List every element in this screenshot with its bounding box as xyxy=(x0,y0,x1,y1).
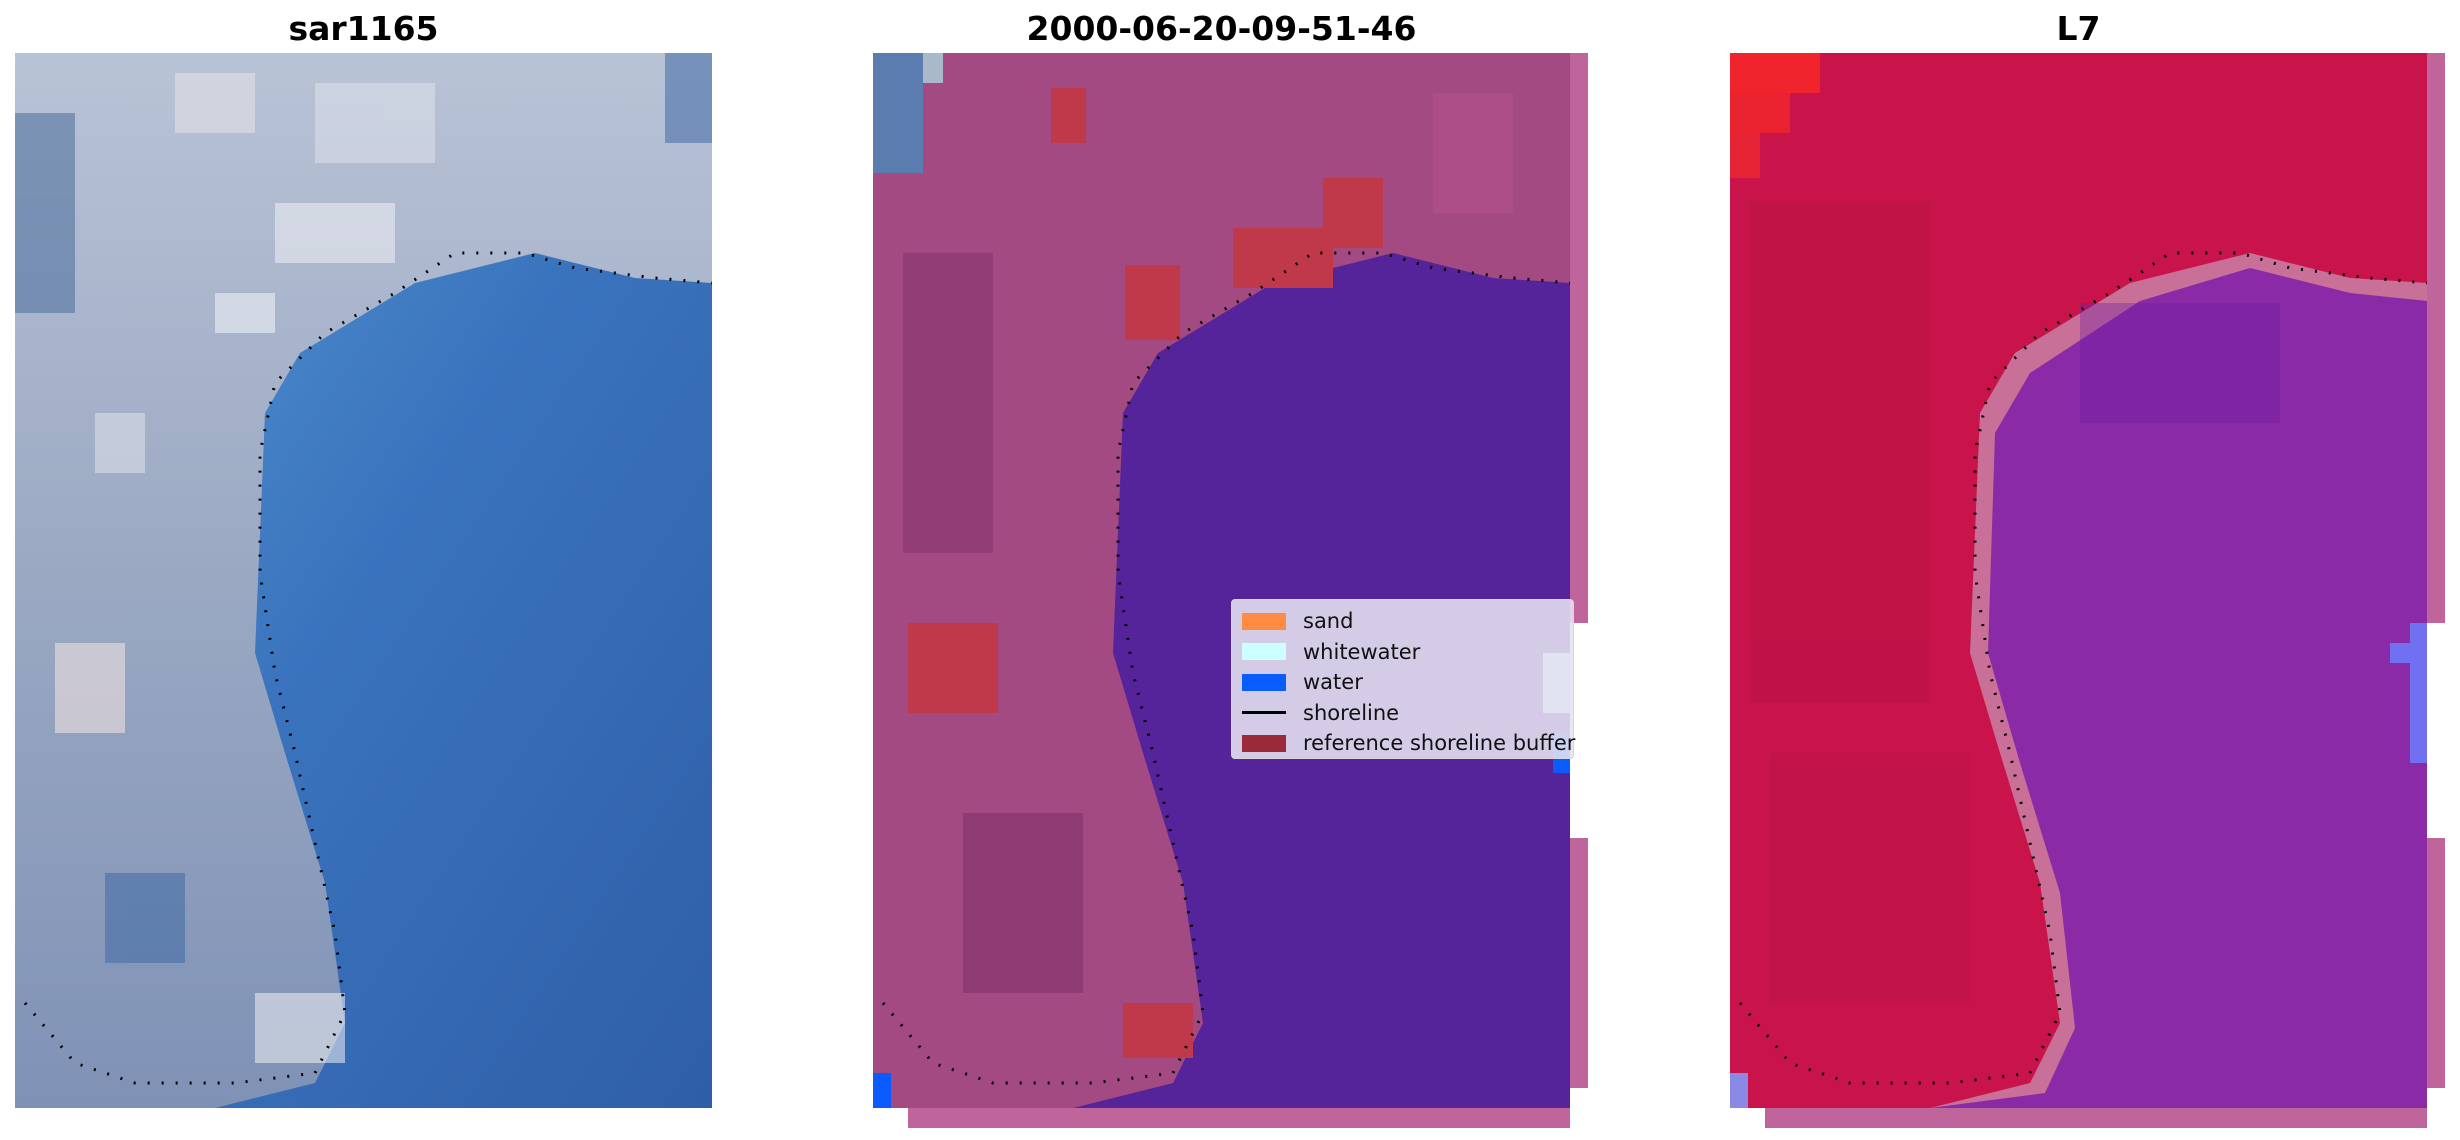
legend-item-shoreline: shoreline xyxy=(1242,698,1563,729)
panel-title-rgb: sar1165 xyxy=(288,9,439,48)
l7-image-panel xyxy=(1730,53,2450,1133)
legend-item-water: water xyxy=(1242,667,1563,698)
legend-item-sand: sand xyxy=(1242,606,1563,637)
buffer-swatch xyxy=(1242,734,1286,752)
legend-label: shoreline xyxy=(1303,700,1400,725)
shoreline-swatch xyxy=(1242,711,1286,715)
water-swatch xyxy=(1242,673,1286,691)
legend-label: reference shoreline buffer xyxy=(1303,731,1576,756)
panel-title-classified: 2000-06-20-09-51-46 xyxy=(1026,9,1417,48)
panel-title-ndwi: L7 xyxy=(2056,9,2101,48)
legend: sand whitewater water shoreline referenc… xyxy=(1231,599,1575,759)
legend-item-whitewater: whitewater xyxy=(1242,637,1563,668)
l7-index-image xyxy=(1730,53,2445,1128)
legend-label: sand xyxy=(1303,609,1354,634)
legend-item-buffer: reference shoreline buffer xyxy=(1242,728,1575,759)
whitewater-swatch xyxy=(1242,643,1286,661)
classified-image xyxy=(873,53,1588,1128)
rgb-satellite-image xyxy=(15,53,712,1108)
legend-label: water xyxy=(1303,670,1363,695)
classified-image-panel xyxy=(873,53,1593,1133)
legend-label: whitewater xyxy=(1303,639,1421,664)
rgb-image-panel xyxy=(15,53,712,1108)
sand-swatch xyxy=(1242,612,1286,630)
